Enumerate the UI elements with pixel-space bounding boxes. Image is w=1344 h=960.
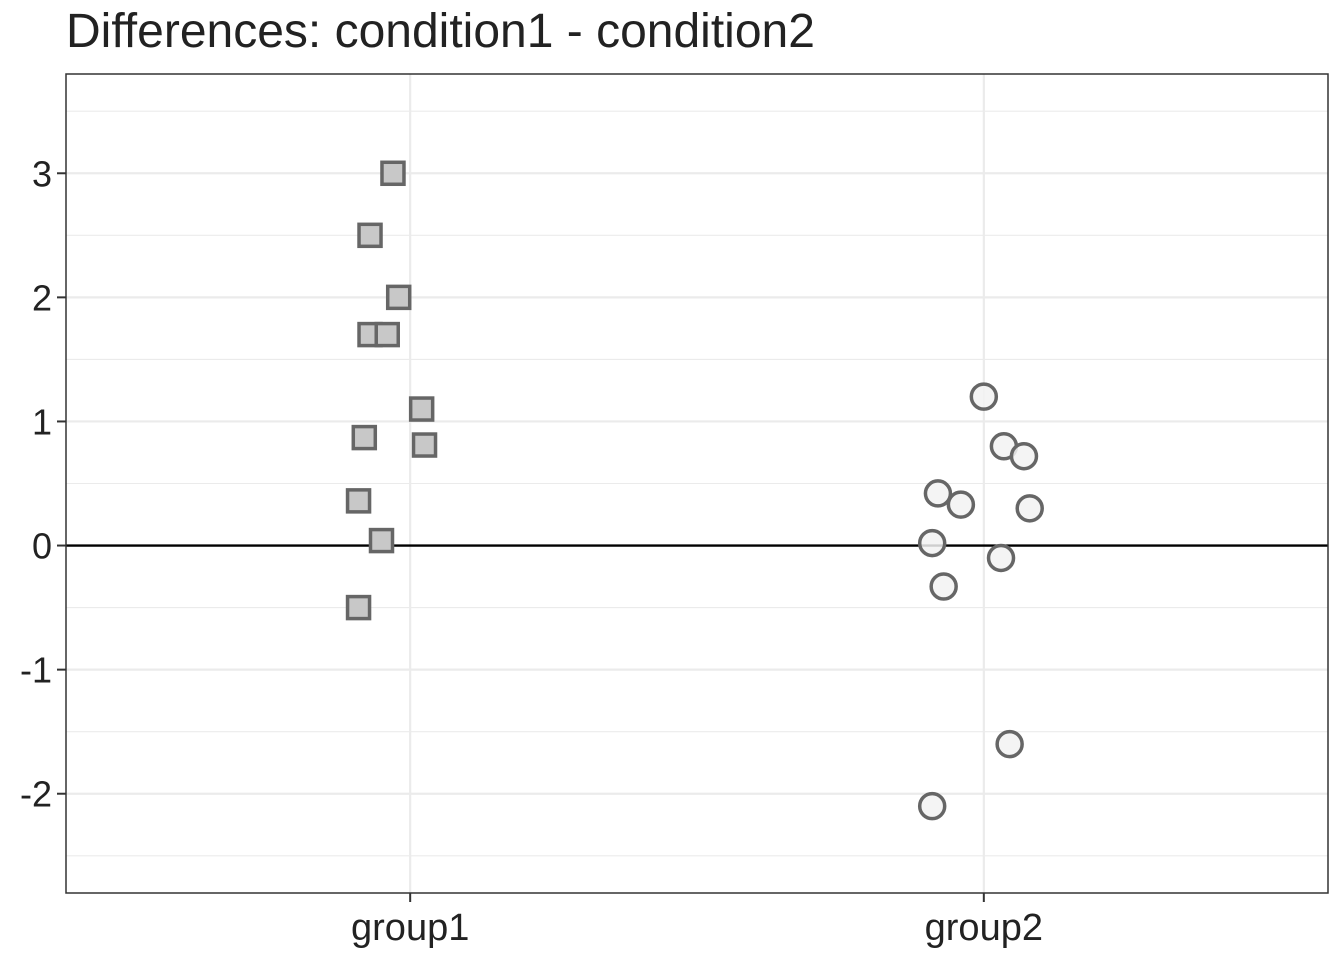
x-axis: group1 group2: [351, 893, 1043, 949]
point-group1: [345, 594, 372, 621]
point-group1: [357, 222, 383, 249]
point-group2: [986, 543, 1016, 573]
point-group2: [1015, 494, 1044, 523]
point-group2: [1009, 441, 1039, 471]
y-tick-label: 2: [32, 277, 52, 318]
point-group2: [946, 490, 976, 519]
y-tick-label: 1: [32, 401, 52, 442]
points-layer: [345, 160, 1044, 821]
point-group1: [408, 396, 435, 422]
point-group2: [995, 729, 1024, 759]
y-tick-label: -1: [20, 650, 52, 691]
point-group1: [411, 432, 438, 458]
plot-frame: [65, 73, 1329, 894]
x-tick-label: group2: [925, 907, 1043, 949]
x-tick-label: group1: [351, 907, 469, 949]
point-group2: [923, 479, 953, 508]
grid-layer: [66, 74, 1328, 893]
point-group1: [385, 284, 412, 311]
chart-title: Differences: condition1 - condition2: [66, 5, 815, 58]
point-group1: [374, 321, 400, 348]
point-group1: [368, 527, 395, 554]
point-group1: [345, 488, 372, 514]
point-group2: [917, 528, 947, 558]
point-group1: [351, 424, 378, 451]
y-tick-label: 0: [32, 526, 52, 567]
point-group2: [929, 572, 958, 601]
y-tick-label: 3: [32, 153, 52, 194]
point-group2: [969, 382, 999, 411]
y-tick-label: -2: [20, 774, 52, 815]
point-group2: [917, 791, 947, 821]
point-group1: [380, 160, 406, 187]
y-axis: -2 -1 0 1 2 3: [20, 153, 66, 815]
